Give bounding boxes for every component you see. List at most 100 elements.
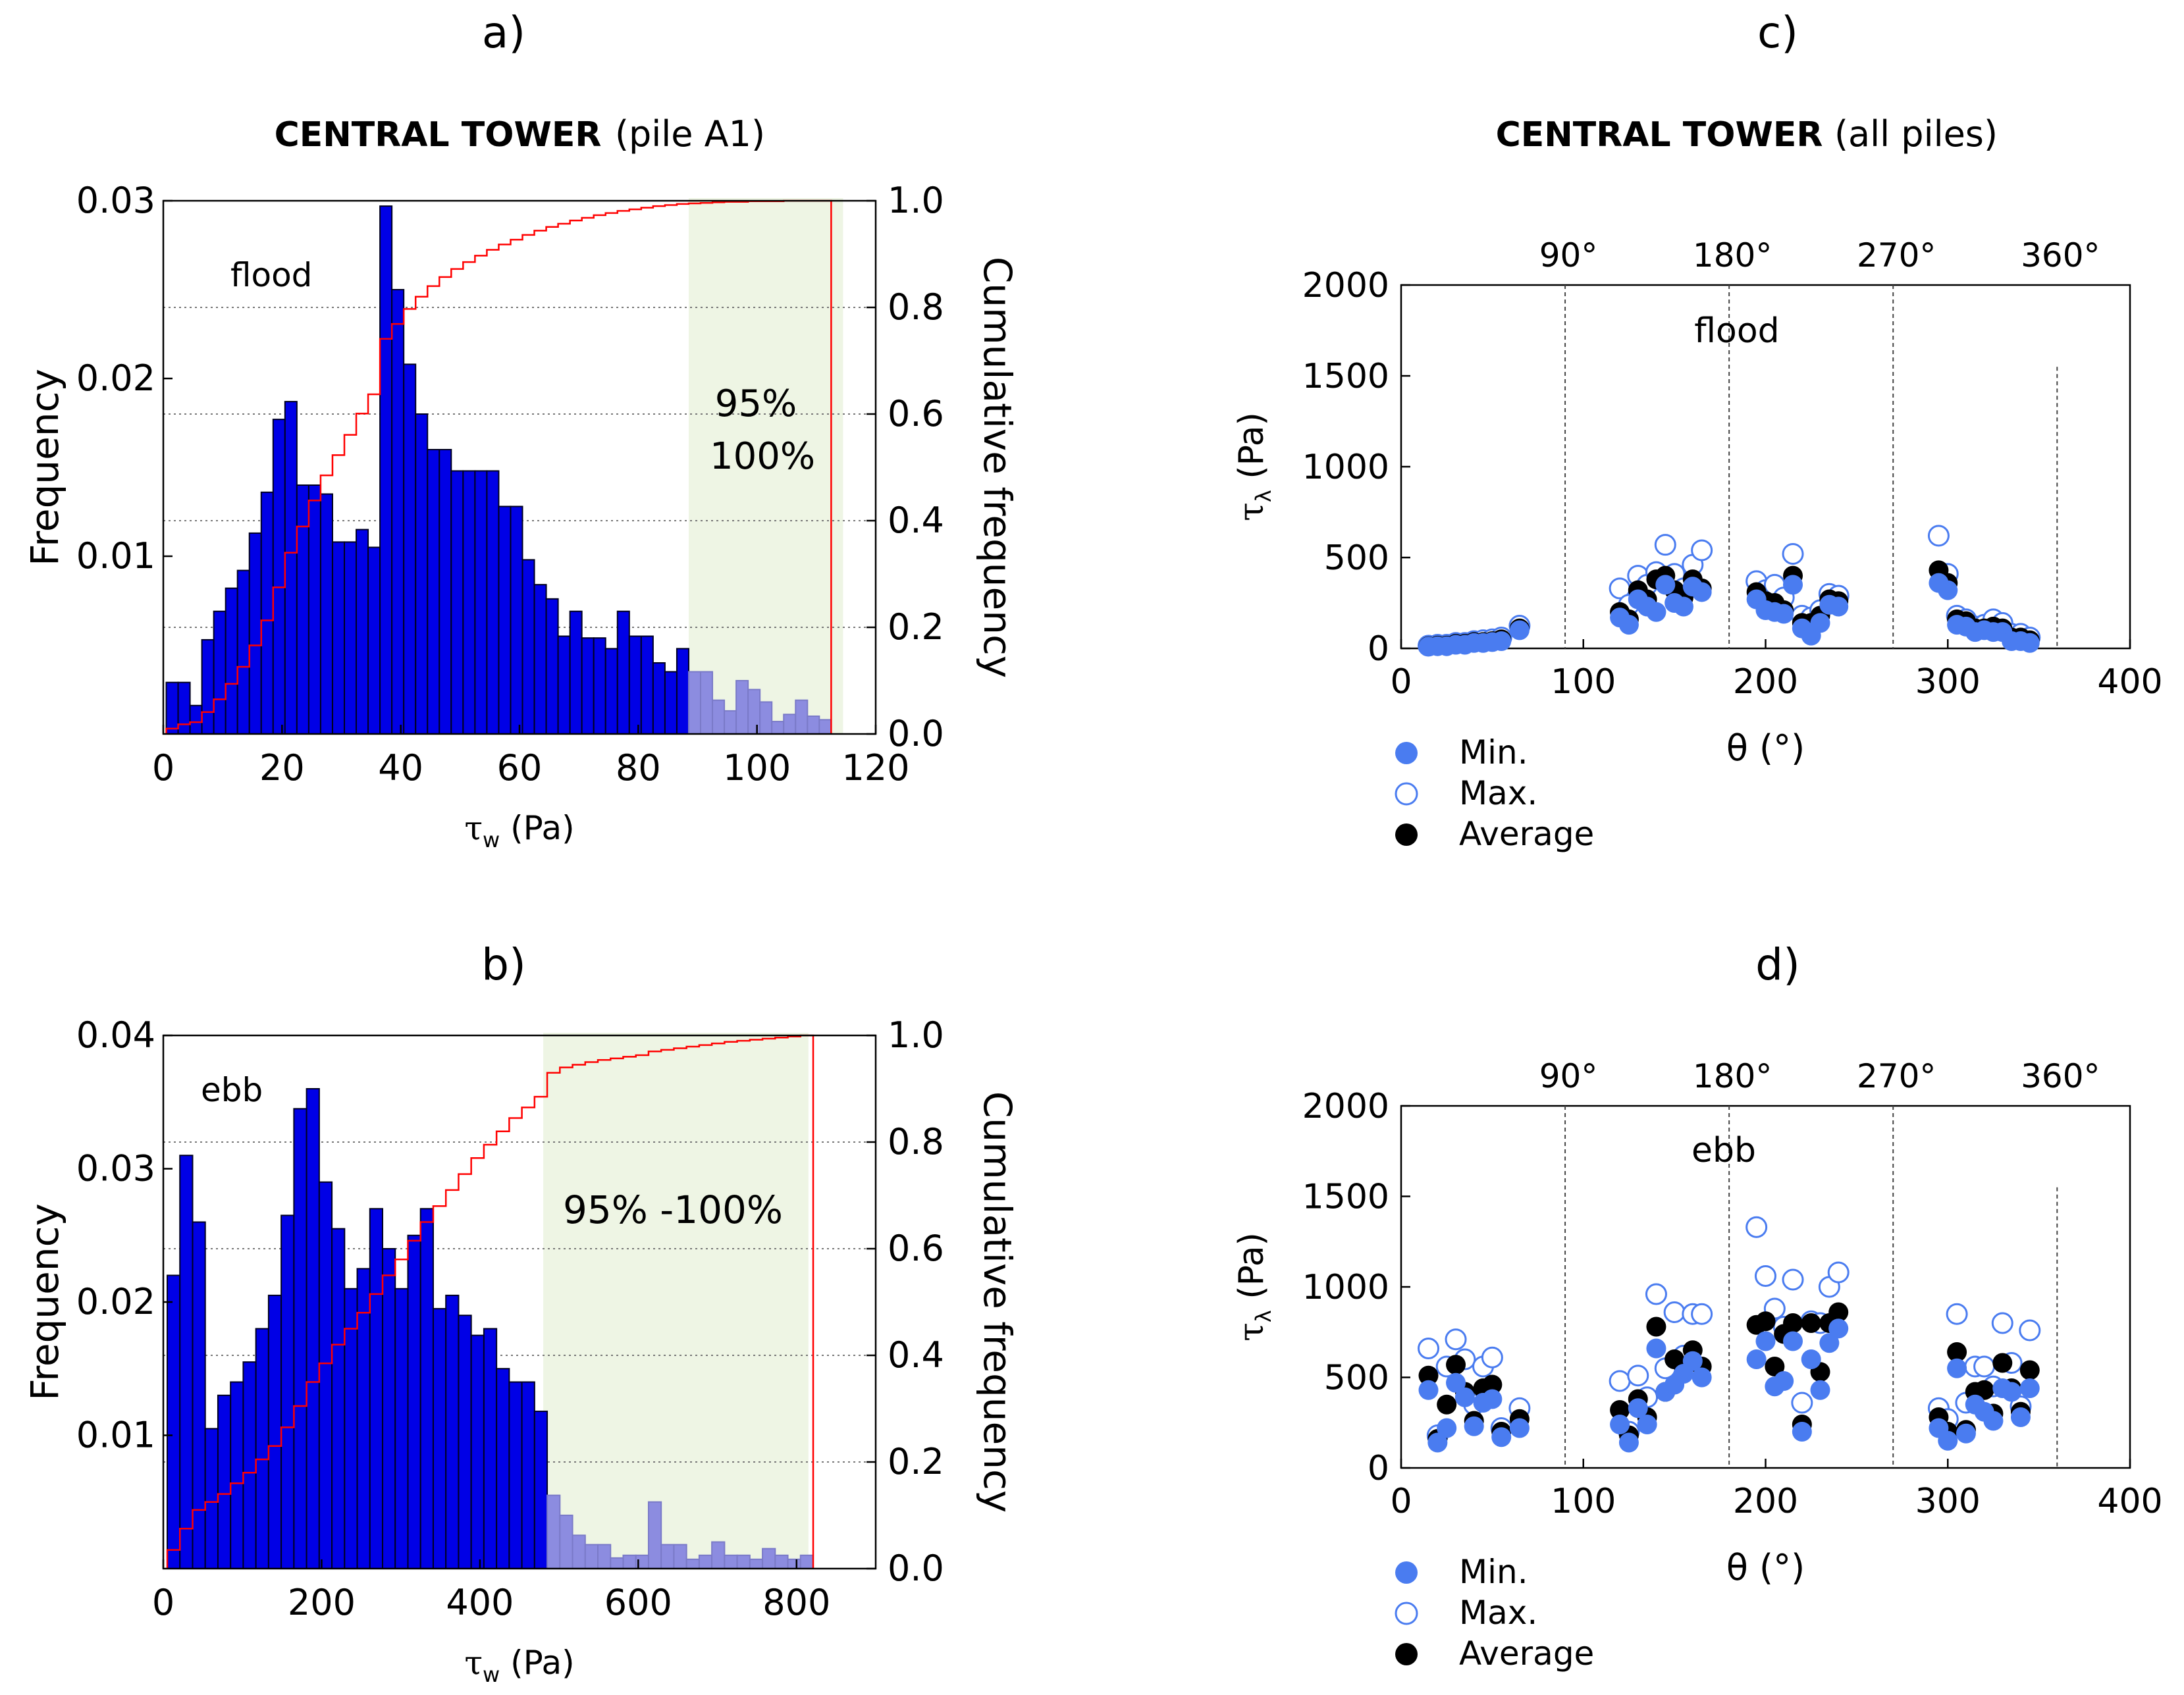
histogram-bar [736,1554,751,1569]
histogram-bar [445,1294,460,1569]
histogram-bar [664,671,678,735]
histogram-bar [230,1381,244,1569]
cumulative-step-line [166,1034,814,1569]
y2-tick-label: 1.0 [888,180,944,221]
histogram-bar [344,1288,358,1569]
histogram-bar [559,1515,573,1569]
histogram-bar [676,648,689,735]
histogram-bar [165,681,179,735]
min-point [1691,1367,1712,1388]
min-point [1628,1398,1648,1419]
histogram-bar [521,1381,535,1569]
x-tick-label: 0 [152,1582,174,1623]
histogram-bar [427,449,440,735]
top-tick-label: 180° [1693,236,1772,274]
cumulative-step-line [165,199,832,734]
histogram-bar [306,1088,320,1569]
min-point [1938,580,1958,600]
shaded-region [543,1033,809,1569]
x-tick-label: 60 [497,747,543,789]
histogram-bar [462,470,476,735]
min-point [1618,1432,1639,1453]
x-axis-label: θ (°) [1726,1547,1805,1588]
y-tick-label: 0.04 [76,1014,155,1056]
histogram-bar [783,714,797,735]
histogram-bar [394,1288,409,1569]
histogram-bar [318,1181,333,1569]
y-tick-label: 2000 [1302,1087,1389,1126]
max-point [1791,1392,1813,1414]
histogram-bar [474,470,488,735]
average-point [1992,1353,2013,1373]
legend-max-marker [1395,1602,1418,1625]
x-tick-label: 400 [446,1582,514,1623]
histogram-bar [622,1554,637,1569]
histogram-bar [545,598,559,735]
histogram-bar [640,635,654,735]
min-point [1491,1427,1512,1447]
histogram-bar [293,1108,307,1569]
histogram-bar [647,1501,662,1569]
legend-min-marker [1395,742,1418,764]
x-tick-label: 300 [1915,1482,1981,1521]
histogram-bar [818,719,832,735]
histogram-bar [597,1544,612,1570]
min-point [1646,1338,1666,1359]
histogram-bar [610,1557,624,1570]
x-tick-label: 100 [1551,1482,1616,1521]
average-point [1765,1357,1785,1376]
histogram-bar [572,1534,586,1569]
histogram-bar [749,1558,764,1569]
histogram-ebb: 0 200 400 600 800 0.01 0.02 0.03 0.04 0.0 0.2 0.4 0.… [22,1014,1020,1687]
max-point [1691,539,1713,561]
max-point [1782,542,1804,565]
min-point [1454,1387,1475,1407]
min-point [1655,575,1676,595]
annotation-label: ebb [1691,1131,1756,1170]
min-point [1810,1380,1830,1400]
y2-tick-label: 0.2 [888,606,944,648]
average-point [1974,1380,1994,1400]
shaded-region [688,198,843,734]
min-point [1983,1411,2004,1431]
y-tick-label: 0.03 [76,180,155,221]
y-tick-label: 0.02 [76,1281,155,1322]
max-point [1827,1261,1850,1284]
top-tick-label: 90° [1539,236,1598,274]
histogram-bar [255,1328,269,1569]
histogram-bar [673,1544,687,1570]
y-tick-label: 500 [1324,1359,1389,1398]
top-tick-label: 360° [2021,236,2100,274]
histogram-bar [204,1428,219,1569]
max-point [1691,1303,1713,1325]
top-tick-label: 90° [1539,1057,1598,1095]
average-point [1828,1302,1849,1322]
histogram-bar [280,1214,295,1569]
average-point [2019,1360,2040,1380]
y-tick-label: 0.01 [76,535,155,577]
histogram-bar [533,584,547,735]
shade-label: 95% -100% [563,1187,783,1232]
y-tick-label: 1000 [1302,1268,1389,1307]
histogram-bar [700,671,714,735]
y-tick-label: 1000 [1302,448,1389,487]
min-point [1783,575,1803,595]
y-axis-label: Frequency [22,1203,67,1401]
histogram-bar [407,1234,421,1569]
min-point [1509,1418,1530,1438]
annotation-label: flood [230,256,312,294]
y2-tick-label: 0.6 [888,393,944,434]
min-point [2019,1378,2040,1398]
y-tick-label: 0.02 [76,357,155,399]
y2-tick-label: 1.0 [888,1014,944,1056]
histogram-bar [724,710,737,735]
shade-label-95: 95% [715,382,797,425]
histogram-bar [498,506,512,735]
y-tick-label: 0 [1368,629,1389,669]
histogram-bar [724,1554,738,1569]
max-point [1946,1303,1968,1325]
histogram-bar [356,1268,371,1569]
histogram-bar [747,689,761,735]
histogram-bar [546,1494,561,1569]
x-axis-label: τw (Pa) [464,1644,574,1687]
